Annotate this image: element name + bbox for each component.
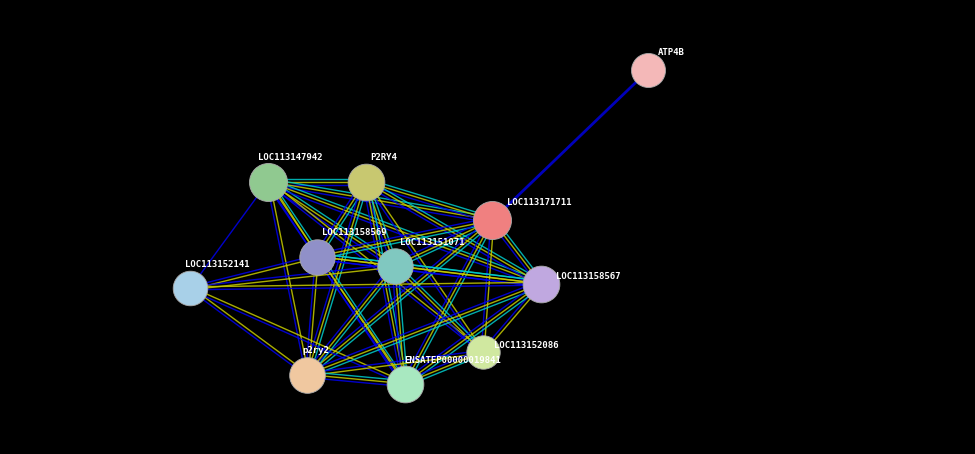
Point bbox=[309, 253, 325, 260]
Text: p2ry2: p2ry2 bbox=[302, 346, 330, 355]
Text: ENSATEP00000019841: ENSATEP00000019841 bbox=[405, 355, 501, 365]
Text: LOC113171711: LOC113171711 bbox=[507, 197, 571, 207]
Text: P2RY4: P2RY4 bbox=[370, 153, 398, 162]
Point bbox=[485, 217, 500, 224]
Text: LOC113158567: LOC113158567 bbox=[556, 272, 620, 281]
Text: ATP4B: ATP4B bbox=[658, 48, 685, 57]
Point bbox=[533, 280, 549, 287]
Text: LOC113152086: LOC113152086 bbox=[494, 340, 559, 350]
Point bbox=[182, 285, 198, 292]
Point bbox=[641, 67, 656, 74]
Point bbox=[260, 178, 276, 185]
Text: LOC113147942: LOC113147942 bbox=[258, 153, 323, 162]
Point bbox=[387, 262, 403, 269]
Text: LOC113158569: LOC113158569 bbox=[322, 228, 386, 237]
Text: LOC113151071: LOC113151071 bbox=[400, 237, 464, 247]
Point bbox=[358, 178, 373, 185]
Point bbox=[397, 380, 412, 387]
Point bbox=[299, 371, 315, 378]
Point bbox=[475, 348, 490, 355]
Text: LOC113152141: LOC113152141 bbox=[185, 260, 250, 269]
